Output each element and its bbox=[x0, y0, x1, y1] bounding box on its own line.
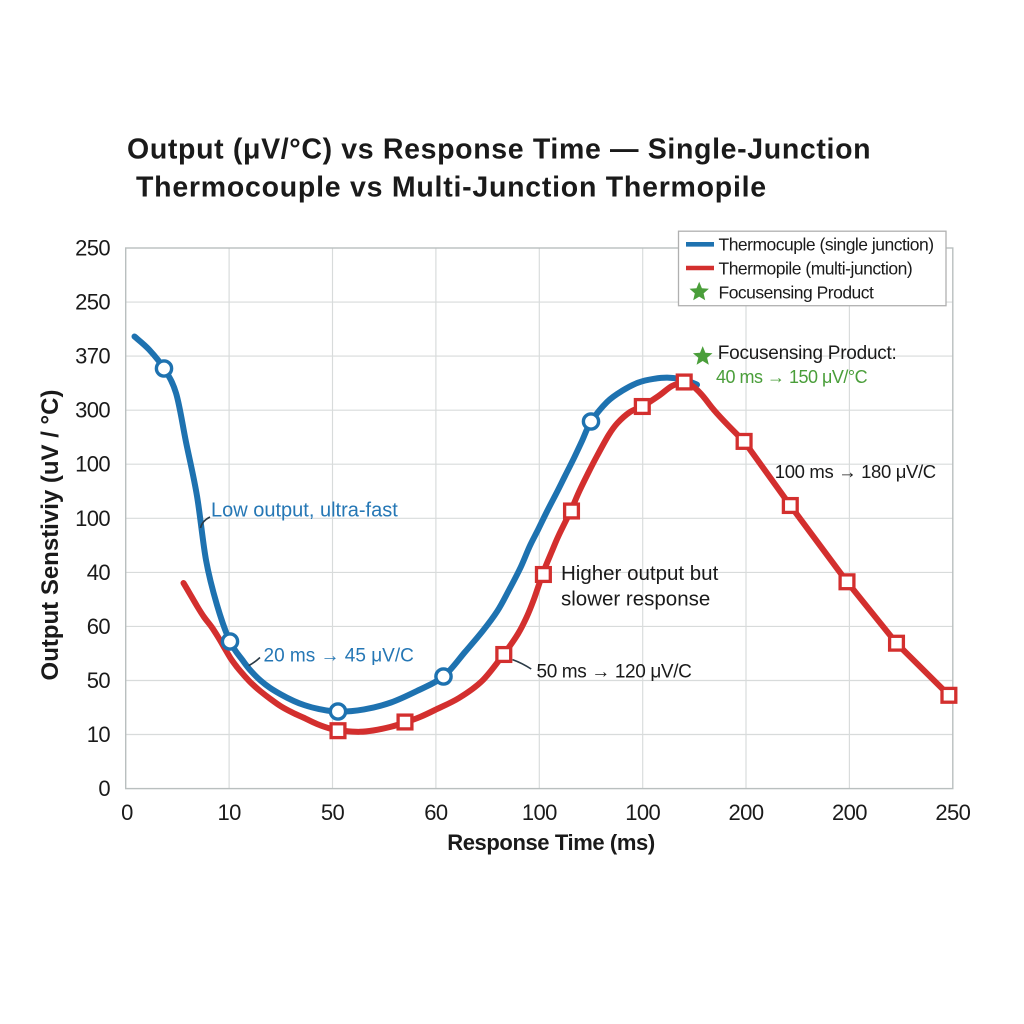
svg-text:250: 250 bbox=[75, 236, 110, 261]
svg-text:60: 60 bbox=[87, 614, 111, 639]
svg-text:10: 10 bbox=[87, 722, 111, 747]
svg-text:Thermocouple vs Multi-Junction: Thermocouple vs Multi-Junction Thermopil… bbox=[136, 172, 767, 204]
svg-text:10: 10 bbox=[217, 800, 241, 825]
svg-text:200: 200 bbox=[729, 800, 764, 825]
svg-text:40 ms → 150 μV/°C: 40 ms → 150 μV/°C bbox=[716, 367, 868, 387]
svg-text:20 ms → 45 μV/C: 20 ms → 45 μV/C bbox=[264, 646, 414, 667]
svg-text:100: 100 bbox=[625, 800, 660, 825]
svg-text:100: 100 bbox=[75, 452, 110, 477]
svg-text:50 ms → 120 μV/C: 50 ms → 120 μV/C bbox=[537, 661, 692, 682]
svg-text:slower response: slower response bbox=[561, 588, 710, 611]
svg-text:50: 50 bbox=[321, 800, 345, 825]
svg-text:0: 0 bbox=[98, 776, 110, 801]
svg-text:Higher output but: Higher output but bbox=[561, 562, 719, 585]
svg-text:Response Time (ms): Response Time (ms) bbox=[447, 830, 655, 855]
svg-text:100 ms → 180 μV/C: 100 ms → 180 μV/C bbox=[775, 461, 936, 482]
svg-text:Thermocuple (single junction): Thermocuple (single junction) bbox=[719, 235, 934, 255]
svg-text:0: 0 bbox=[121, 800, 133, 825]
svg-text:Focusensing Product: Focusensing Product bbox=[719, 283, 875, 303]
svg-text:300: 300 bbox=[75, 398, 110, 423]
svg-text:Focusensing Product:: Focusensing Product: bbox=[718, 343, 897, 364]
svg-text:200: 200 bbox=[832, 800, 867, 825]
svg-text:Output (μV/°C) vs Response Tim: Output (μV/°C) vs Response Time — Single… bbox=[127, 134, 871, 166]
svg-text:Low output, ultra-fast: Low output, ultra-fast bbox=[211, 500, 398, 522]
svg-text:100: 100 bbox=[75, 506, 110, 531]
svg-text:50: 50 bbox=[87, 668, 111, 693]
svg-text:100: 100 bbox=[522, 800, 557, 825]
svg-text:40: 40 bbox=[87, 560, 111, 585]
svg-text:Output Senstiviy (uV / °C): Output Senstiviy (uV / °C) bbox=[37, 390, 64, 681]
svg-text:Thermopile (multi-junction): Thermopile (multi-junction) bbox=[719, 259, 913, 279]
svg-text:250: 250 bbox=[75, 290, 110, 315]
svg-text:60: 60 bbox=[424, 800, 448, 825]
svg-text:250: 250 bbox=[935, 800, 970, 825]
svg-text:370: 370 bbox=[75, 344, 110, 369]
